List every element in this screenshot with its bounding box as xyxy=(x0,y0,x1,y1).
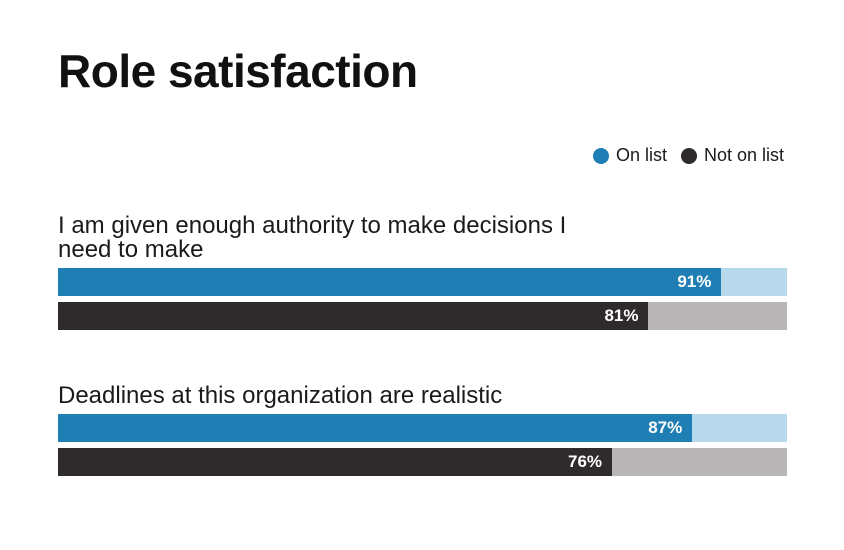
data-label-deadlines-not-on-list: 76% xyxy=(568,452,603,471)
legend-label-not-on-list: Not on list xyxy=(703,145,784,165)
category-label-authority: I am given enough authority to make deci… xyxy=(58,212,567,263)
bar-authority-on-list: 91% xyxy=(58,268,722,296)
data-label-authority-not-on-list: 81% xyxy=(604,306,639,325)
category-label-deadlines: Deadlines at this organization are reali… xyxy=(58,382,503,409)
legend-swatch-not-on-list xyxy=(680,147,697,164)
legend-item-on-list: On list xyxy=(592,145,667,166)
legend: On list Not on list xyxy=(592,145,784,166)
bar-deadlines-on-list: 87% xyxy=(58,414,693,442)
bar-track-deadlines-on-list: 87% xyxy=(58,414,787,442)
legend-swatch-on-list xyxy=(592,147,609,164)
bar-track-deadlines-not-on-list: 76% xyxy=(58,448,787,476)
bar-group-authority: I am given enough authority to make deci… xyxy=(58,214,787,330)
bar-authority-not-on-list: 81% xyxy=(58,302,649,330)
legend-label-on-list: On list xyxy=(615,145,667,165)
data-label-authority-on-list: 91% xyxy=(677,272,712,291)
bar-track-authority-not-on-list: 81% xyxy=(58,302,787,330)
bar-group-deadlines: Deadlines at this organization are reali… xyxy=(58,384,787,476)
bar-deadlines-not-on-list: 76% xyxy=(58,448,613,476)
legend-item-not-on-list: Not on list xyxy=(680,145,784,166)
data-label-deadlines-on-list: 87% xyxy=(648,418,683,437)
bar-track-authority-on-list: 91% xyxy=(58,268,787,296)
chart-title: Role satisfaction xyxy=(58,45,418,97)
